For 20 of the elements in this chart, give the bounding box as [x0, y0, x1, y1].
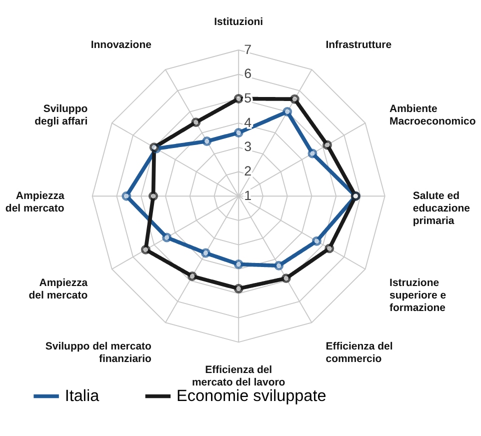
y-tick-label: 4	[244, 114, 252, 130]
spoke-label: Sviluppo degli affari	[34, 104, 88, 128]
legend-label: Economie sviluppate	[176, 387, 326, 405]
spoke-label: Ampiezza del mercato	[28, 278, 88, 302]
y-tick-label: 2	[244, 164, 252, 179]
spoke-label: Salute ed educazione primaria	[412, 190, 470, 227]
spoke-label: Ampiezza del mercato	[5, 190, 64, 214]
spoke-label: Istruzione superiore e formazione	[390, 278, 446, 314]
y-tick-label: 7	[244, 42, 252, 57]
spoke-label: Sviluppo del mercato finanziario	[45, 342, 152, 366]
spoke-label: Innovazione	[90, 40, 152, 52]
y-tick-label: 3	[244, 139, 252, 154]
spoke-label: Efficienza del mercato del lavoro	[192, 365, 286, 388]
spoke-label: Ambiente Macroeconomico	[390, 104, 476, 128]
spoke-label: Infrastrutture	[326, 40, 392, 52]
y-tick-label: 1	[244, 188, 252, 203]
legend-label: Italia	[64, 387, 100, 405]
spoke-label: Efficienza del commercio	[326, 342, 393, 366]
y-tick-label: 6	[244, 66, 252, 82]
spoke-label: Istituzioni	[214, 16, 264, 28]
